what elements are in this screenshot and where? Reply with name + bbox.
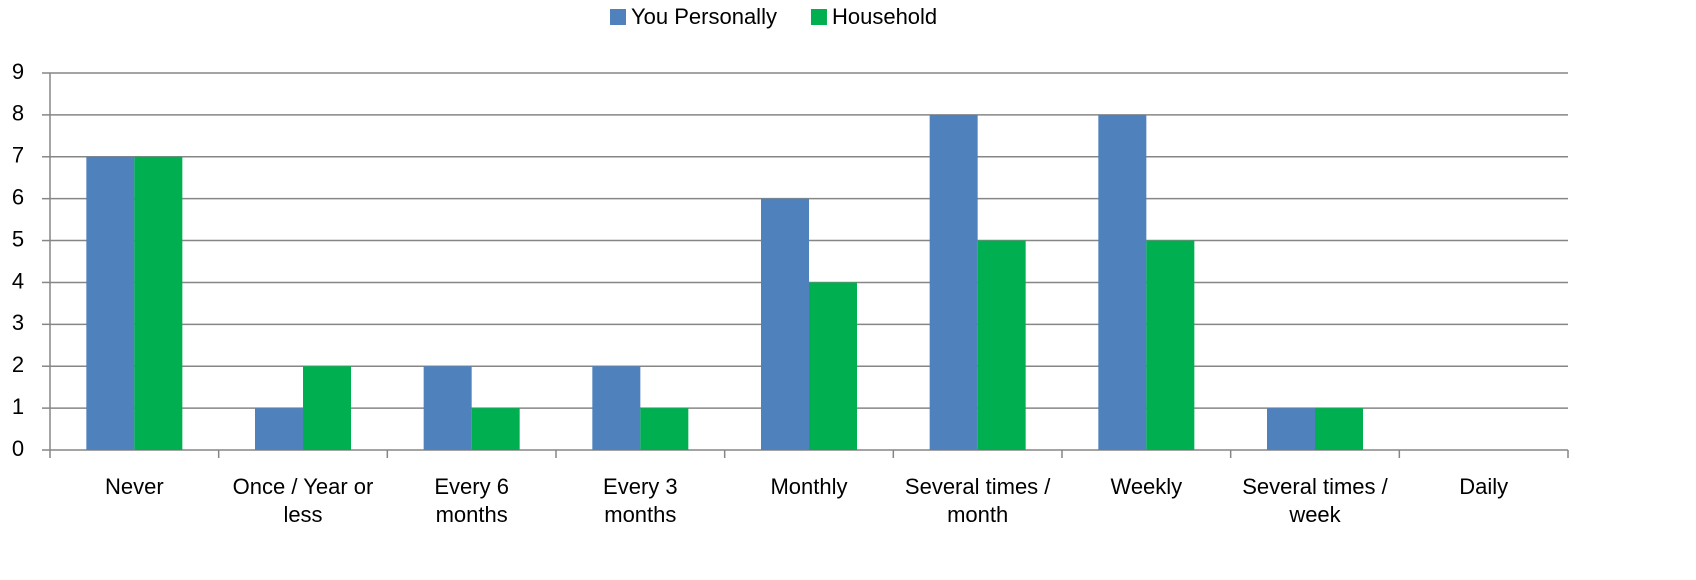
bar bbox=[471, 408, 520, 450]
x-tick-label: Never bbox=[104, 474, 164, 499]
x-tick-label: Weekly bbox=[1110, 474, 1183, 499]
bar bbox=[929, 114, 978, 450]
x-tick-label: Every 3 months bbox=[603, 474, 678, 527]
y-tick-label: 9 bbox=[12, 59, 24, 84]
legend-swatch bbox=[810, 9, 827, 25]
bar bbox=[640, 408, 689, 450]
bar bbox=[761, 198, 809, 450]
bar bbox=[977, 240, 1026, 450]
bar bbox=[1315, 408, 1363, 450]
x-tick-label: Several times / month bbox=[904, 474, 1051, 527]
y-tick-label: 1 bbox=[12, 394, 24, 419]
y-tick-label: 5 bbox=[12, 226, 24, 251]
y-tick-label: 7 bbox=[12, 143, 24, 168]
y-tick-label: 2 bbox=[12, 352, 24, 377]
y-tick-label: 4 bbox=[12, 268, 24, 293]
bar bbox=[1267, 408, 1315, 450]
bar bbox=[86, 156, 135, 450]
bar bbox=[592, 366, 641, 450]
y-tick-label: 3 bbox=[12, 310, 24, 335]
x-tick-label: Several times / week bbox=[1242, 474, 1388, 527]
y-tick-label: 6 bbox=[12, 184, 24, 209]
x-tick-label: Every 6 months bbox=[434, 474, 509, 527]
legend-swatch bbox=[610, 9, 626, 25]
x-tick-label: Once / Year or less bbox=[232, 474, 374, 527]
legend-label: You Personally bbox=[631, 4, 777, 29]
x-tick-label: Monthly bbox=[770, 474, 848, 499]
y-tick-label: 8 bbox=[12, 101, 24, 126]
bar bbox=[1146, 240, 1195, 450]
y-tick-label: 0 bbox=[12, 436, 24, 461]
bar bbox=[809, 282, 857, 450]
bar bbox=[255, 408, 303, 450]
bar bbox=[134, 156, 183, 450]
legend-label: Household bbox=[832, 4, 937, 29]
bar bbox=[423, 366, 472, 450]
x-tick-label: Daily bbox=[1459, 474, 1509, 499]
bar bbox=[303, 366, 351, 450]
bar bbox=[1098, 114, 1147, 450]
